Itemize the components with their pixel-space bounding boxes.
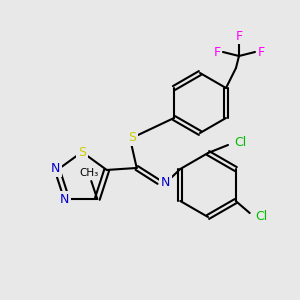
Text: Cl: Cl — [256, 209, 268, 223]
Text: S: S — [78, 146, 86, 158]
Text: Cl: Cl — [234, 136, 246, 149]
Text: F: F — [257, 46, 265, 59]
Text: N: N — [51, 163, 60, 176]
Text: N: N — [161, 176, 170, 190]
Text: F: F — [213, 46, 220, 59]
Text: S: S — [128, 131, 136, 145]
Text: F: F — [236, 29, 242, 43]
Text: CH₃: CH₃ — [80, 168, 99, 178]
Text: N: N — [60, 193, 69, 206]
